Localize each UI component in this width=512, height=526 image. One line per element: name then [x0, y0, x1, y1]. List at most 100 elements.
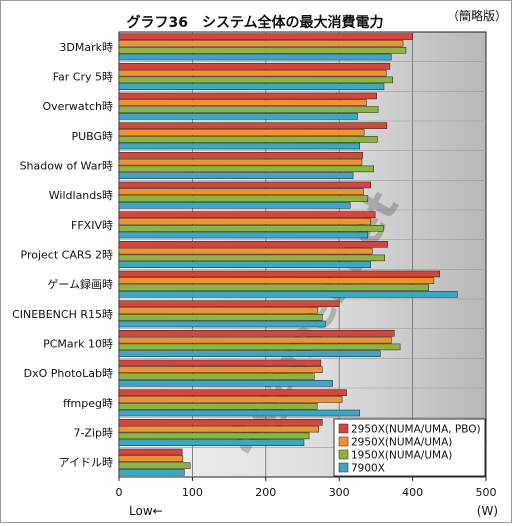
bar-12-series-2: [118, 366, 323, 374]
category-labels: 3DMark時 Far Cry 5時 Overwatch時 PUBG時 Shadow o…: [12, 41, 113, 469]
category-label-12: DxO PhotoLab時: [24, 367, 113, 380]
x-tick-labels: 0 100 200 300 400 500: [116, 477, 497, 499]
bar-4-series-2: [118, 129, 365, 136]
bar-10-series-3: [118, 313, 323, 321]
category-label-7: FFXIV時: [71, 219, 113, 232]
bar-3-series-3: [118, 106, 379, 113]
category-label-3: Overwatch時: [42, 100, 113, 113]
bar-2-series-4: [118, 83, 385, 90]
bar-2-series-3: [118, 76, 394, 84]
bar-8-series-4: [118, 261, 372, 268]
bar-11-series-1: [118, 330, 395, 337]
bar-11-series-4: [118, 350, 381, 357]
bar-9-series-3: [118, 284, 429, 291]
x-tick-label-300: 300: [329, 486, 350, 499]
bar-14-series-4: [118, 439, 305, 446]
bar-6-series-2: [118, 188, 364, 196]
bar-5-series-2: [118, 158, 363, 166]
category-label-14: 7-Zip時: [73, 427, 113, 440]
bar-6-series-3: [118, 195, 369, 202]
legend-label-1: 2950X(NUMA/UMA, PBO): [351, 424, 481, 436]
bar-15-series-4: [118, 469, 185, 476]
bar-7-series-1: [118, 211, 376, 218]
bar-4-series-3: [118, 135, 378, 143]
bar-11-series-3: [118, 343, 401, 351]
category-label-13: ffmpeg時: [63, 397, 113, 410]
category-label-5: Shadow of War時: [20, 160, 113, 173]
legend-label-3: 1950X(NUMA/UMA): [351, 450, 452, 462]
x-axis-unit-label: (W): [477, 504, 498, 518]
bar-14-series-1: [118, 419, 323, 426]
category-label-9: ゲーム録画時: [47, 277, 113, 291]
bar-8-series-3: [118, 254, 385, 262]
bar-12-series-1: [118, 359, 322, 367]
bar-4-series-1: [118, 122, 388, 129]
bar-3-series-2: [118, 99, 367, 107]
x-tick-label-0: 0: [116, 486, 123, 499]
bar-6-series-4: [118, 202, 351, 209]
bar-1-series-3: [118, 46, 407, 54]
category-label-8: Project CARS 2時: [21, 249, 113, 262]
bar-15-series-1: [118, 448, 183, 456]
bar-3-series-1: [118, 92, 377, 100]
bar-8-series-2: [118, 247, 373, 255]
bar-9-series-2: [118, 277, 435, 285]
bar-3-series-4: [118, 113, 358, 120]
bar-13-series-2: [118, 396, 343, 403]
bar-6-series-1: [118, 181, 372, 189]
x-tick-label-200: 200: [255, 486, 276, 499]
bar-12-series-3: [118, 373, 315, 380]
bar-8-series-1: [118, 241, 388, 248]
category-label-4: PUBG時: [71, 130, 113, 143]
bar-4-series-4: [118, 142, 361, 150]
bar-7-series-3: [118, 224, 384, 232]
legend-box: [333, 418, 486, 477]
bar-2-series-2: [118, 69, 387, 77]
bar-5-series-4: [118, 172, 354, 179]
legend-swatch-1: [338, 423, 349, 434]
legend-swatch-4: [338, 462, 349, 473]
bar-5-series-1: [118, 152, 363, 159]
bar-2-series-1: [118, 63, 391, 70]
bar-12-series-4: [118, 380, 333, 387]
bar-14-series-3: [118, 432, 310, 440]
bar-11-series-2: [118, 336, 392, 344]
legend-swatch-2: [338, 436, 349, 447]
plot-area: [118, 31, 487, 478]
bar-1-series-2: [118, 40, 404, 47]
x-tick-label-400: 400: [402, 486, 423, 499]
x-tick-label-500: 500: [476, 486, 497, 499]
bar-5-series-3: [118, 165, 374, 173]
category-label-1: 3DMark時: [59, 41, 113, 54]
bar-7-series-4: [118, 231, 369, 239]
legend-label-4: 7900X: [351, 463, 385, 475]
x-tick-label-100: 100: [182, 486, 203, 499]
legend-label-2: 2950X(NUMA/UMA): [351, 437, 452, 449]
bar-10-series-4: [118, 320, 326, 328]
bar-15-series-3: [118, 462, 191, 469]
bars: [118, 33, 458, 476]
chart-subtitle: （簡略版）: [447, 8, 507, 23]
legend: 2950X(NUMA/UMA, PBO)2950X(NUMA/UMA)1950X…: [333, 418, 486, 477]
grid-lines: [119, 32, 486, 477]
legend-swatch-3: [338, 449, 349, 460]
bar-7-series-2: [118, 218, 372, 225]
x-axis-low-label: Low←: [129, 504, 163, 518]
bar-13-series-3: [118, 402, 318, 410]
category-label-6: Wildlands時: [49, 189, 113, 202]
bar-1-series-4: [118, 53, 392, 61]
bar-15-series-2: [118, 455, 184, 463]
bar-9-series-1: [118, 270, 441, 278]
category-label-2: Far Cry 5時: [53, 71, 113, 84]
bar-1-series-1: [118, 33, 413, 40]
category-label-10: CINEBENCH R15時: [12, 308, 113, 321]
bar-13-series-4: [118, 409, 361, 417]
bar-14-series-2: [118, 425, 319, 433]
chart-title: グラフ36 システム全体の最大消費電力: [126, 14, 383, 31]
bar-9-series-4: [118, 291, 458, 298]
category-label-11: PCMark 10時: [43, 338, 113, 351]
bar-10-series-2: [118, 307, 319, 314]
category-label-15: アイドル時: [59, 456, 113, 469]
